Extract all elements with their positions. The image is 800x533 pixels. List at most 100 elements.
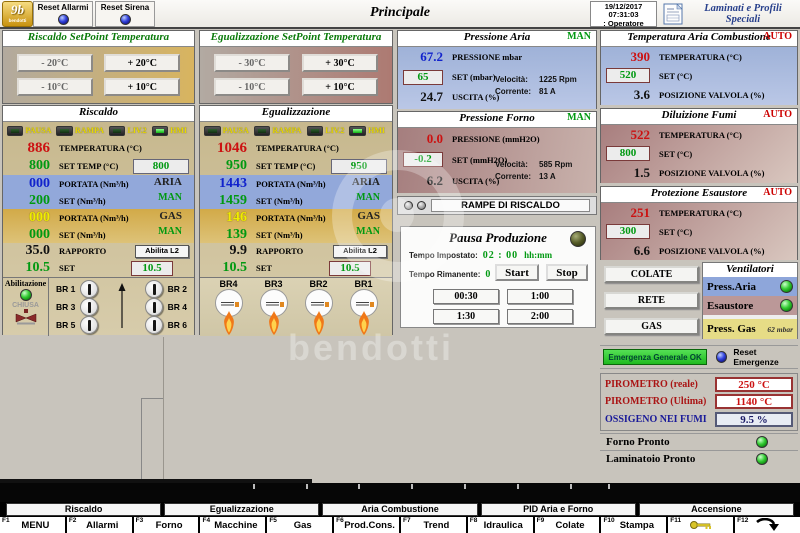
egualizzazione-settemp-row: 950 SET TEMP (°C) 950 <box>200 157 392 175</box>
datetime-box: 19/12/2017 07:31:03 : Operatore <box>590 1 657 28</box>
riscaldo-minus-20-button[interactable]: - 20°C <box>16 54 93 72</box>
protezione-esaustore-set-input[interactable]: 300 <box>606 224 650 239</box>
burner-br4: BR4 <box>210 279 248 336</box>
flame-icon <box>313 311 324 335</box>
pressione-forno-drive-info: Velocità: 585 Rpm Corrente: 13 A <box>495 159 573 181</box>
hmi-indicator-icon <box>151 125 169 136</box>
reset-allarmi-button[interactable]: Reset Allarmi <box>33 1 93 27</box>
tab-accensione[interactable]: Accensione <box>638 503 795 516</box>
emergenza-generale-ok-button[interactable]: Emergenza Generale OK <box>603 349 708 365</box>
tab-pid-aria-e-forno[interactable]: PID Aria e Forno <box>480 503 636 516</box>
burner-br2: BR2 <box>300 279 338 336</box>
rampe-di-riscaldo-button[interactable]: RAMPE DI RISCALDO <box>397 196 597 215</box>
egualizzazione-title: Egualizzazione <box>200 106 392 122</box>
riscaldo-aria-set-value: 200 <box>29 192 50 208</box>
pressione-aria-drive-info: Velocità: 1225 Rpm Corrente: 81 A <box>495 74 577 96</box>
egualizzazione-rapporto-input[interactable]: 10.5 <box>329 260 371 276</box>
egualizzazione-abilita-l2-button[interactable]: Abilita L2 <box>333 244 387 258</box>
start-button[interactable]: Start <box>495 264 539 281</box>
aria-combustione-posizione-value: 3.6 <box>633 86 650 102</box>
br1-toggle[interactable] <box>80 279 98 298</box>
reset-emergenze-led-icon[interactable] <box>716 351 728 363</box>
rete-button[interactable]: RETE <box>604 292 699 309</box>
f6-prod-cons-button[interactable]: F6 Prod.Cons. <box>334 517 399 533</box>
diluizione-fumi-temperatura-value: 522 <box>630 126 651 142</box>
f2-allarmi-button[interactable]: F2 Allarmi <box>66 517 132 533</box>
br2-toggle[interactable] <box>145 279 163 298</box>
machine-line <box>141 398 164 399</box>
riscaldo-aria-portata-value: 000 <box>29 175 50 191</box>
bottom-black-strip <box>0 483 800 502</box>
f11-key-button[interactable]: F11 <box>668 517 734 533</box>
f9-colate-button[interactable]: F9 Colate <box>534 517 600 533</box>
f5-gas-button[interactable]: F5 Gas <box>267 517 333 533</box>
preset-200-button[interactable]: 2:00 <box>507 309 573 324</box>
pressione-aria-title: Pressione Aria <box>463 31 531 43</box>
pausa-led-icon <box>570 231 586 247</box>
riscaldo-plus-10-button[interactable]: + 10°C <box>104 78 181 96</box>
machine-line <box>0 479 312 483</box>
f7-trend-button[interactable]: F7 Trend <box>400 517 466 533</box>
aria-combustione-set-input[interactable]: 520 <box>606 68 650 83</box>
emergenza-row: Emergenza Generale OK Reset Emergenze <box>600 345 798 369</box>
br6-label: BR 6 <box>167 319 187 330</box>
reset-sirena-button[interactable]: Reset Sirena <box>95 1 155 27</box>
rampa-indicator-icon <box>253 125 271 136</box>
tab-egualizzazione[interactable]: Egualizzazione <box>164 503 320 516</box>
tab-aria-combustione[interactable]: Aria Combustione <box>322 503 478 516</box>
f4-macchine-button[interactable]: F4 Macchine <box>200 517 266 533</box>
egualizzazione-minus-10-button[interactable]: - 10°C <box>214 78 290 96</box>
key-icon <box>689 521 711 529</box>
stop-button[interactable]: Stop <box>546 264 588 281</box>
burner-icon[interactable] <box>259 289 288 317</box>
pressione-aria-set-input[interactable]: 65 <box>403 69 443 85</box>
tab-riscaldo[interactable]: Riscaldo <box>6 503 162 516</box>
egualizzazione-plus-30-button[interactable]: + 30°C <box>302 54 378 72</box>
flame-icon <box>223 311 234 335</box>
pressione-forno-set-input[interactable]: -0.2 <box>403 152 443 167</box>
egualizzazione-rapporto-value: 9.9 <box>229 243 248 258</box>
riscaldo-set-value: 10.5 <box>25 260 51 275</box>
f8-idraulica-button[interactable]: F8 Idraulica <box>467 517 533 533</box>
egualizzazione-minus-30-button[interactable]: - 30°C <box>214 54 290 72</box>
riscaldo-settemp-input[interactable]: 800 <box>133 158 189 174</box>
egualizzazione-temperatura-row: 1046 TEMPERATURA (°C) <box>200 139 392 157</box>
valve-icon <box>15 309 36 325</box>
up-arrow-icon <box>118 283 125 328</box>
top-bar: 9b bendotti Reset Allarmi Reset Sirena P… <box>0 0 800 29</box>
ventilatori-title: Ventilatori <box>703 263 797 277</box>
preset-130-button[interactable]: 1:30 <box>433 309 499 324</box>
egualizzazione-settemp-input[interactable]: 950 <box>331 158 387 174</box>
pausa-indicator-icon <box>7 125 24 136</box>
gas-button[interactable]: GAS <box>604 318 699 335</box>
pirometro-reale-value: 250 °C <box>715 377 793 393</box>
riscaldo-abilitazione-area: Abilitazione CHIUSA <box>3 277 194 336</box>
flame-icon <box>268 311 279 335</box>
br3-toggle[interactable] <box>80 297 98 316</box>
pressione-forno-uscita-value: 6.2 <box>426 172 443 188</box>
br5-toggle[interactable] <box>80 315 98 334</box>
burner-icon[interactable] <box>349 289 378 317</box>
f1-menu-button[interactable]: F1 MENU <box>0 517 65 533</box>
f10-stampa-button[interactable]: F10 Stampa <box>601 517 667 533</box>
br4-toggle[interactable] <box>145 297 163 316</box>
riscaldo-abilita-l2-button[interactable]: Abilita L2 <box>135 244 189 258</box>
company-name: Laminati e Profili Speciali <box>704 3 782 25</box>
colate-button[interactable]: COLATE <box>604 266 699 283</box>
br2-label: BR 2 <box>167 283 187 294</box>
laminatoio-pronto-row: Laminatoio Pronto <box>600 450 798 467</box>
riscaldo-minus-10-button[interactable]: - 10°C <box>16 78 93 96</box>
pressione-aria-uscita-value: 24.7 <box>420 89 443 104</box>
pausa-indicator-icon <box>204 125 221 136</box>
riscaldo-plus-20-button[interactable]: + 20°C <box>104 54 181 72</box>
egualizzazione-plus-10-button[interactable]: + 10°C <box>302 78 378 96</box>
diluizione-fumi-set-input[interactable]: 800 <box>606 146 650 161</box>
br6-toggle[interactable] <box>145 315 163 334</box>
f3-forno-button[interactable]: F3 Forno <box>133 517 199 533</box>
preset-0030-button[interactable]: 00:30 <box>433 289 499 304</box>
preset-100-button[interactable]: 1:00 <box>507 289 573 304</box>
riscaldo-rapporto-input[interactable]: 10.5 <box>131 260 173 276</box>
esaustore-row: Esaustore <box>703 296 797 315</box>
pressione-forno-title: Pressione Forno <box>459 112 535 124</box>
f12-next-page-button[interactable]: F12 <box>735 517 800 533</box>
